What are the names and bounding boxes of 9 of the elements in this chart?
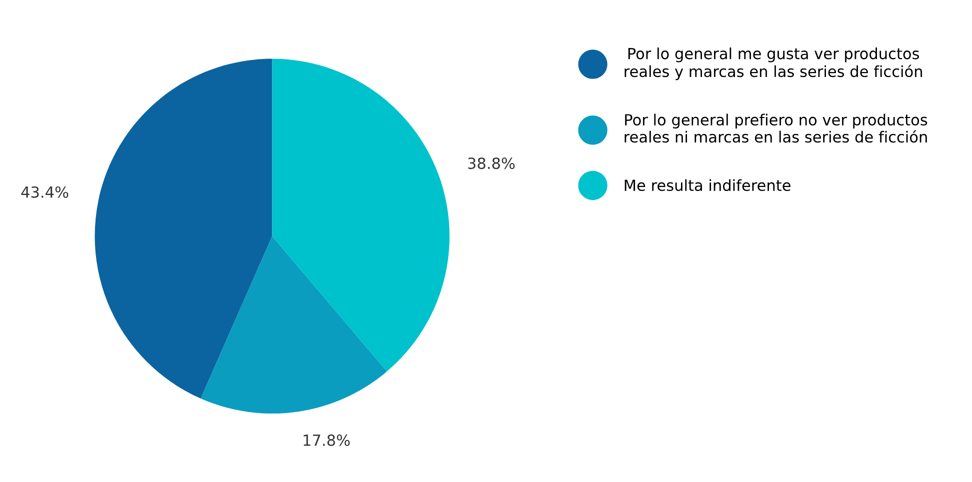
legend-label: Por lo general prefiero no ver productos reales ni marcas en las series de ficción: [624, 114, 928, 143]
pie-slice: [94, 58, 272, 399]
legend-label: Me resulta indiferente: [624, 179, 790, 192]
pie-slice: [272, 58, 450, 372]
legend-label: Por lo general me gusta ver productos reales y marcas en las series de ficción: [624, 47, 922, 80]
pie-slice: [200, 236, 387, 414]
data-label: 38.8%: [468, 158, 515, 170]
data-label: 43.4%: [21, 186, 68, 198]
data-label: 17.8%: [304, 434, 350, 446]
